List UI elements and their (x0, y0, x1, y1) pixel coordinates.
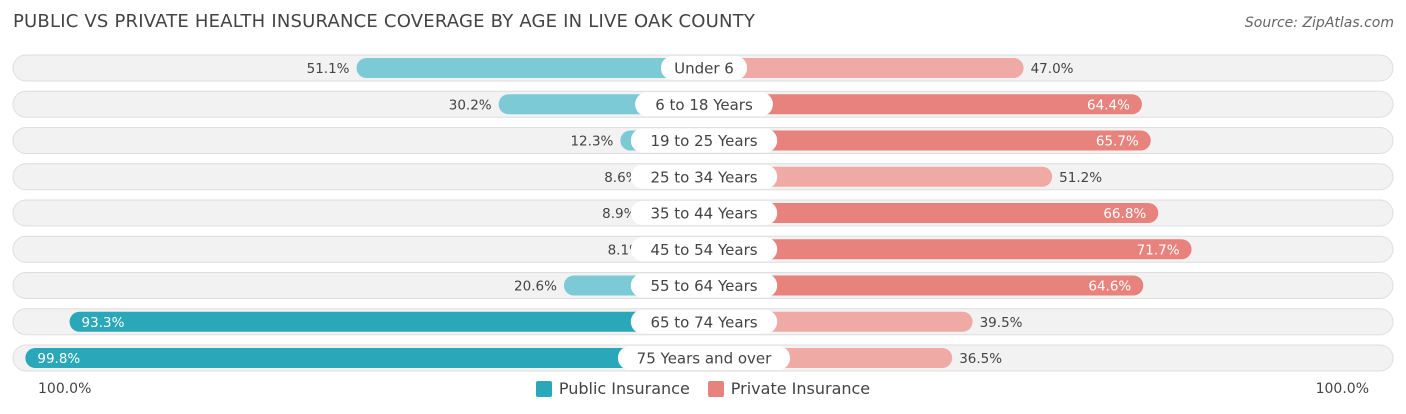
category-label: 75 Years and over (637, 350, 772, 368)
legend-swatch-public (535, 380, 552, 397)
private-value-label: 65.7% (1096, 134, 1139, 150)
chart-title: PUBLIC VS PRIVATE HEALTH INSURANCE COVER… (13, 11, 756, 32)
legend-item-private[interactable]: Private Insurance (707, 379, 871, 398)
axis-right-label: 100.0% (1315, 381, 1369, 397)
public-bar (25, 348, 705, 368)
private-bar (704, 239, 1192, 260)
private-value-label: 47.0% (1031, 61, 1074, 77)
public-value-label: 51.1% (307, 61, 350, 77)
private-value-label: 51.2% (1059, 170, 1102, 186)
private-bar (704, 203, 1159, 223)
private-bar (704, 275, 1144, 296)
source-label: Source: ZipAtlas.com (1244, 15, 1394, 31)
private-bar (704, 94, 1142, 115)
category-pill (630, 273, 778, 298)
category-label: 55 to 64 Years (650, 277, 757, 295)
private-value-label: 71.7% (1137, 242, 1180, 258)
public-bar (356, 58, 704, 78)
category-pill (630, 164, 778, 189)
private-value-label: 36.5% (959, 351, 1002, 367)
category-label: 25 to 34 Years (650, 168, 757, 186)
category-pill (630, 309, 778, 334)
legend-label-public: Public Insurance (558, 379, 690, 398)
axis-left-label: 100.0% (38, 381, 92, 397)
category-label: 6 to 18 Years (655, 96, 753, 114)
private-bar (704, 166, 1053, 187)
category-label: 19 to 25 Years (650, 132, 757, 150)
public-value-label: 12.3% (570, 134, 613, 150)
private-bar (704, 58, 1024, 78)
category-pill (630, 201, 778, 225)
legend-swatch-private (707, 380, 724, 397)
private-value-label: 64.6% (1088, 279, 1131, 295)
public-value-label: 8.9% (602, 206, 636, 222)
public-value-label: 99.8% (37, 351, 80, 367)
legend-label-private: Private Insurance (730, 379, 871, 398)
category-pill (617, 346, 791, 370)
public-value-label: 30.2% (449, 97, 492, 113)
category-label: Under 6 (674, 60, 734, 78)
category-label: 65 to 74 Years (650, 313, 757, 331)
legend-item-public[interactable]: Public Insurance (535, 379, 690, 398)
category-label: 45 to 54 Years (650, 241, 757, 259)
private-bar (704, 130, 1151, 151)
category-pill (630, 128, 778, 153)
private-value-label: 64.4% (1087, 97, 1130, 113)
legend: Public Insurance Private Insurance (0, 379, 1406, 398)
public-bar (69, 311, 704, 332)
public-value-label: 20.6% (514, 279, 557, 295)
category-pill (660, 56, 748, 80)
public-value-label: 93.3% (82, 315, 125, 331)
public-value-label: 8.6% (604, 170, 638, 186)
chart-svg: 51.1% 47.0% Under 6 30.2% 64.4% 6 to 18 Years… (12, 54, 1394, 372)
category-label: 35 to 44 Years (650, 205, 757, 223)
private-value-label: 66.8% (1103, 206, 1146, 222)
category-pill (635, 92, 773, 117)
category-pill (630, 237, 778, 262)
private-value-label: 39.5% (980, 315, 1023, 331)
